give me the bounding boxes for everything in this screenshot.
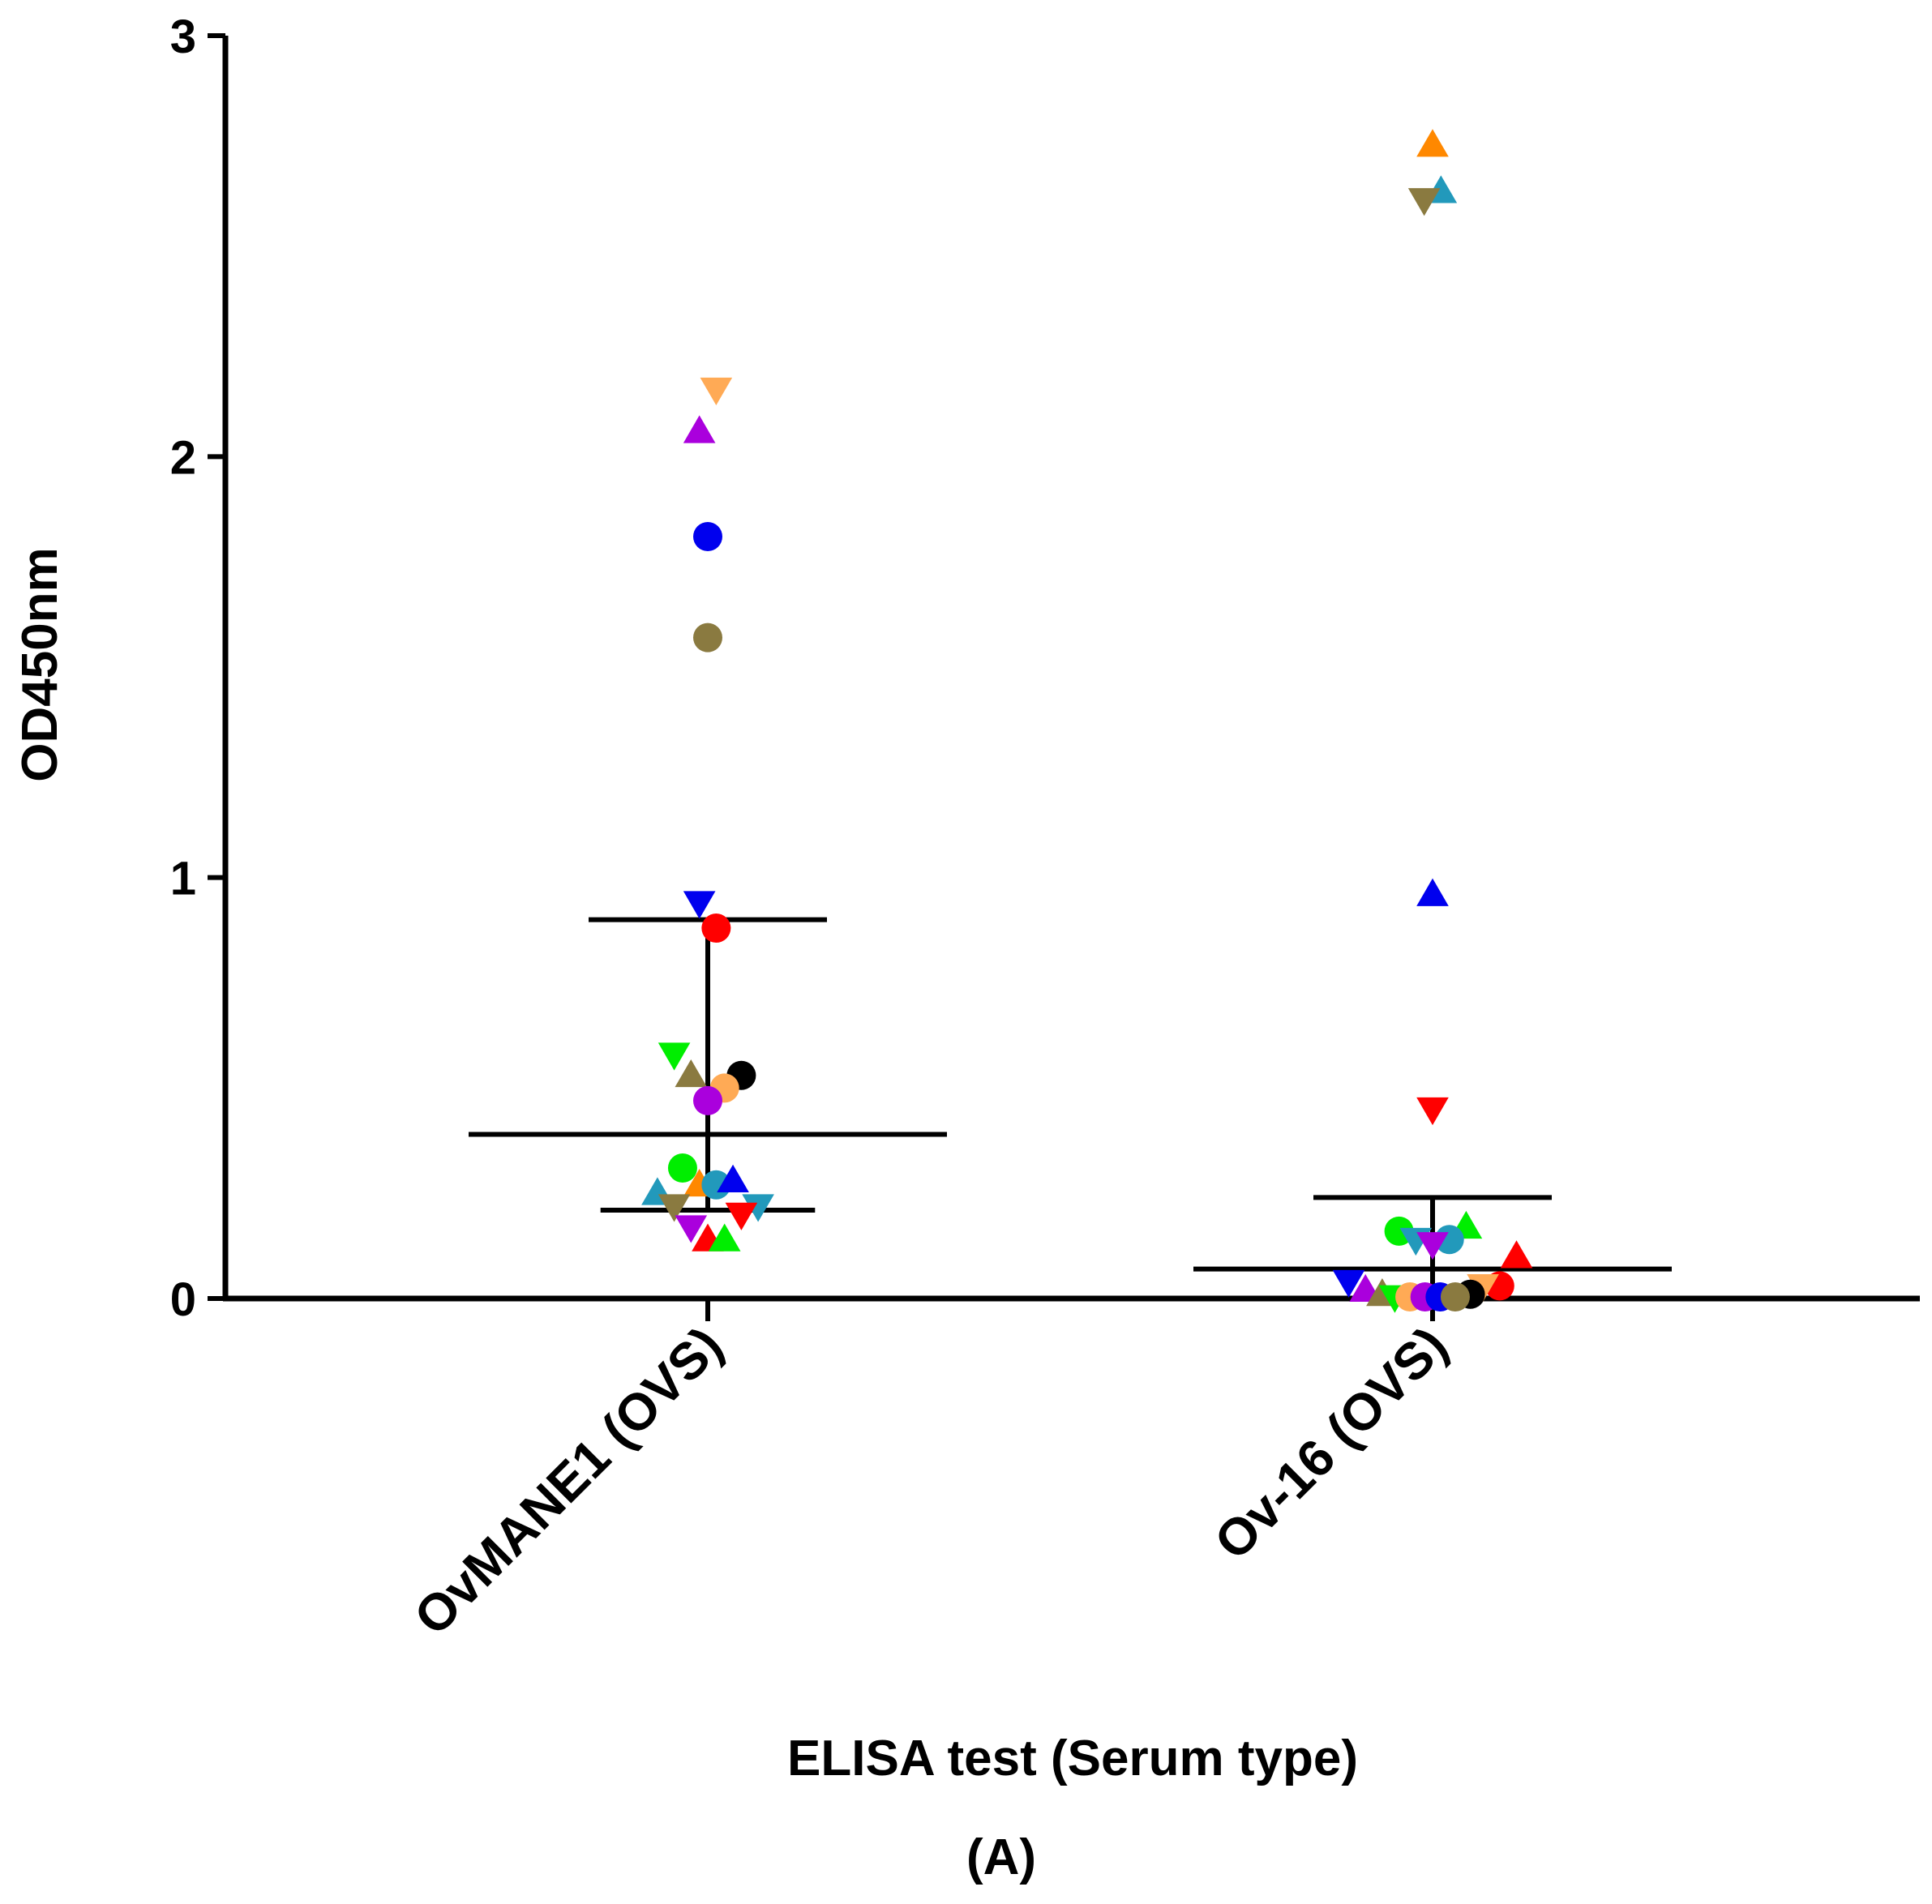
data-point-triangle-up bbox=[683, 415, 716, 443]
panel-label: (A) bbox=[966, 1829, 1036, 1885]
data-point-circle bbox=[693, 623, 722, 652]
data-point-triangle-down bbox=[1416, 1232, 1449, 1260]
data-point-circle bbox=[667, 1153, 697, 1183]
data-point-triangle-down bbox=[725, 1202, 758, 1230]
data-point-triangle-down bbox=[742, 1194, 774, 1222]
y-tick-label: 1 bbox=[170, 853, 196, 905]
y-tick-label: 2 bbox=[170, 431, 196, 484]
labels-group: OD450nm ELISA test (Serum type) (A) bbox=[12, 547, 1358, 1885]
data-point-circle bbox=[693, 1085, 722, 1115]
axes-group: 0 1 2 3 OvMANE1 (OVS) Ov-16 (OVS) bbox=[170, 11, 1920, 1646]
data-point-triangle-down bbox=[683, 891, 716, 919]
stats-group bbox=[469, 917, 1672, 1301]
data-point-triangle-down bbox=[675, 1215, 708, 1243]
data-point-circle bbox=[1440, 1282, 1470, 1311]
data-point-triangle-down bbox=[700, 377, 733, 406]
data-point-triangle-down bbox=[1416, 1097, 1449, 1126]
data-point-triangle-up bbox=[1500, 1240, 1533, 1269]
data-point-triangle-down bbox=[658, 1042, 691, 1071]
data-point-circle bbox=[693, 522, 722, 552]
data-point-triangle-up bbox=[1416, 129, 1449, 157]
data-point-triangle-up bbox=[717, 1164, 749, 1192]
data-point-circle bbox=[701, 913, 731, 943]
points-group bbox=[641, 129, 1533, 1313]
data-point-triangle-up bbox=[708, 1223, 741, 1252]
y-tick-label: 3 bbox=[170, 11, 196, 63]
x-category-label: OvMANE1 (OVS) bbox=[403, 1316, 734, 1646]
data-point-triangle-down bbox=[1332, 1269, 1365, 1299]
x-axis-title: ELISA test (Serum type) bbox=[787, 1731, 1358, 1786]
y-tick-label: 0 bbox=[170, 1273, 196, 1326]
data-point-triangle-down bbox=[1407, 188, 1441, 216]
data-point-triangle-up bbox=[675, 1059, 708, 1088]
y-axis-title: OD450nm bbox=[12, 547, 68, 781]
data-point-triangle-down bbox=[658, 1194, 691, 1222]
data-point-triangle-up bbox=[1416, 878, 1449, 906]
x-category-label: Ov-16 (OVS) bbox=[1203, 1316, 1459, 1571]
